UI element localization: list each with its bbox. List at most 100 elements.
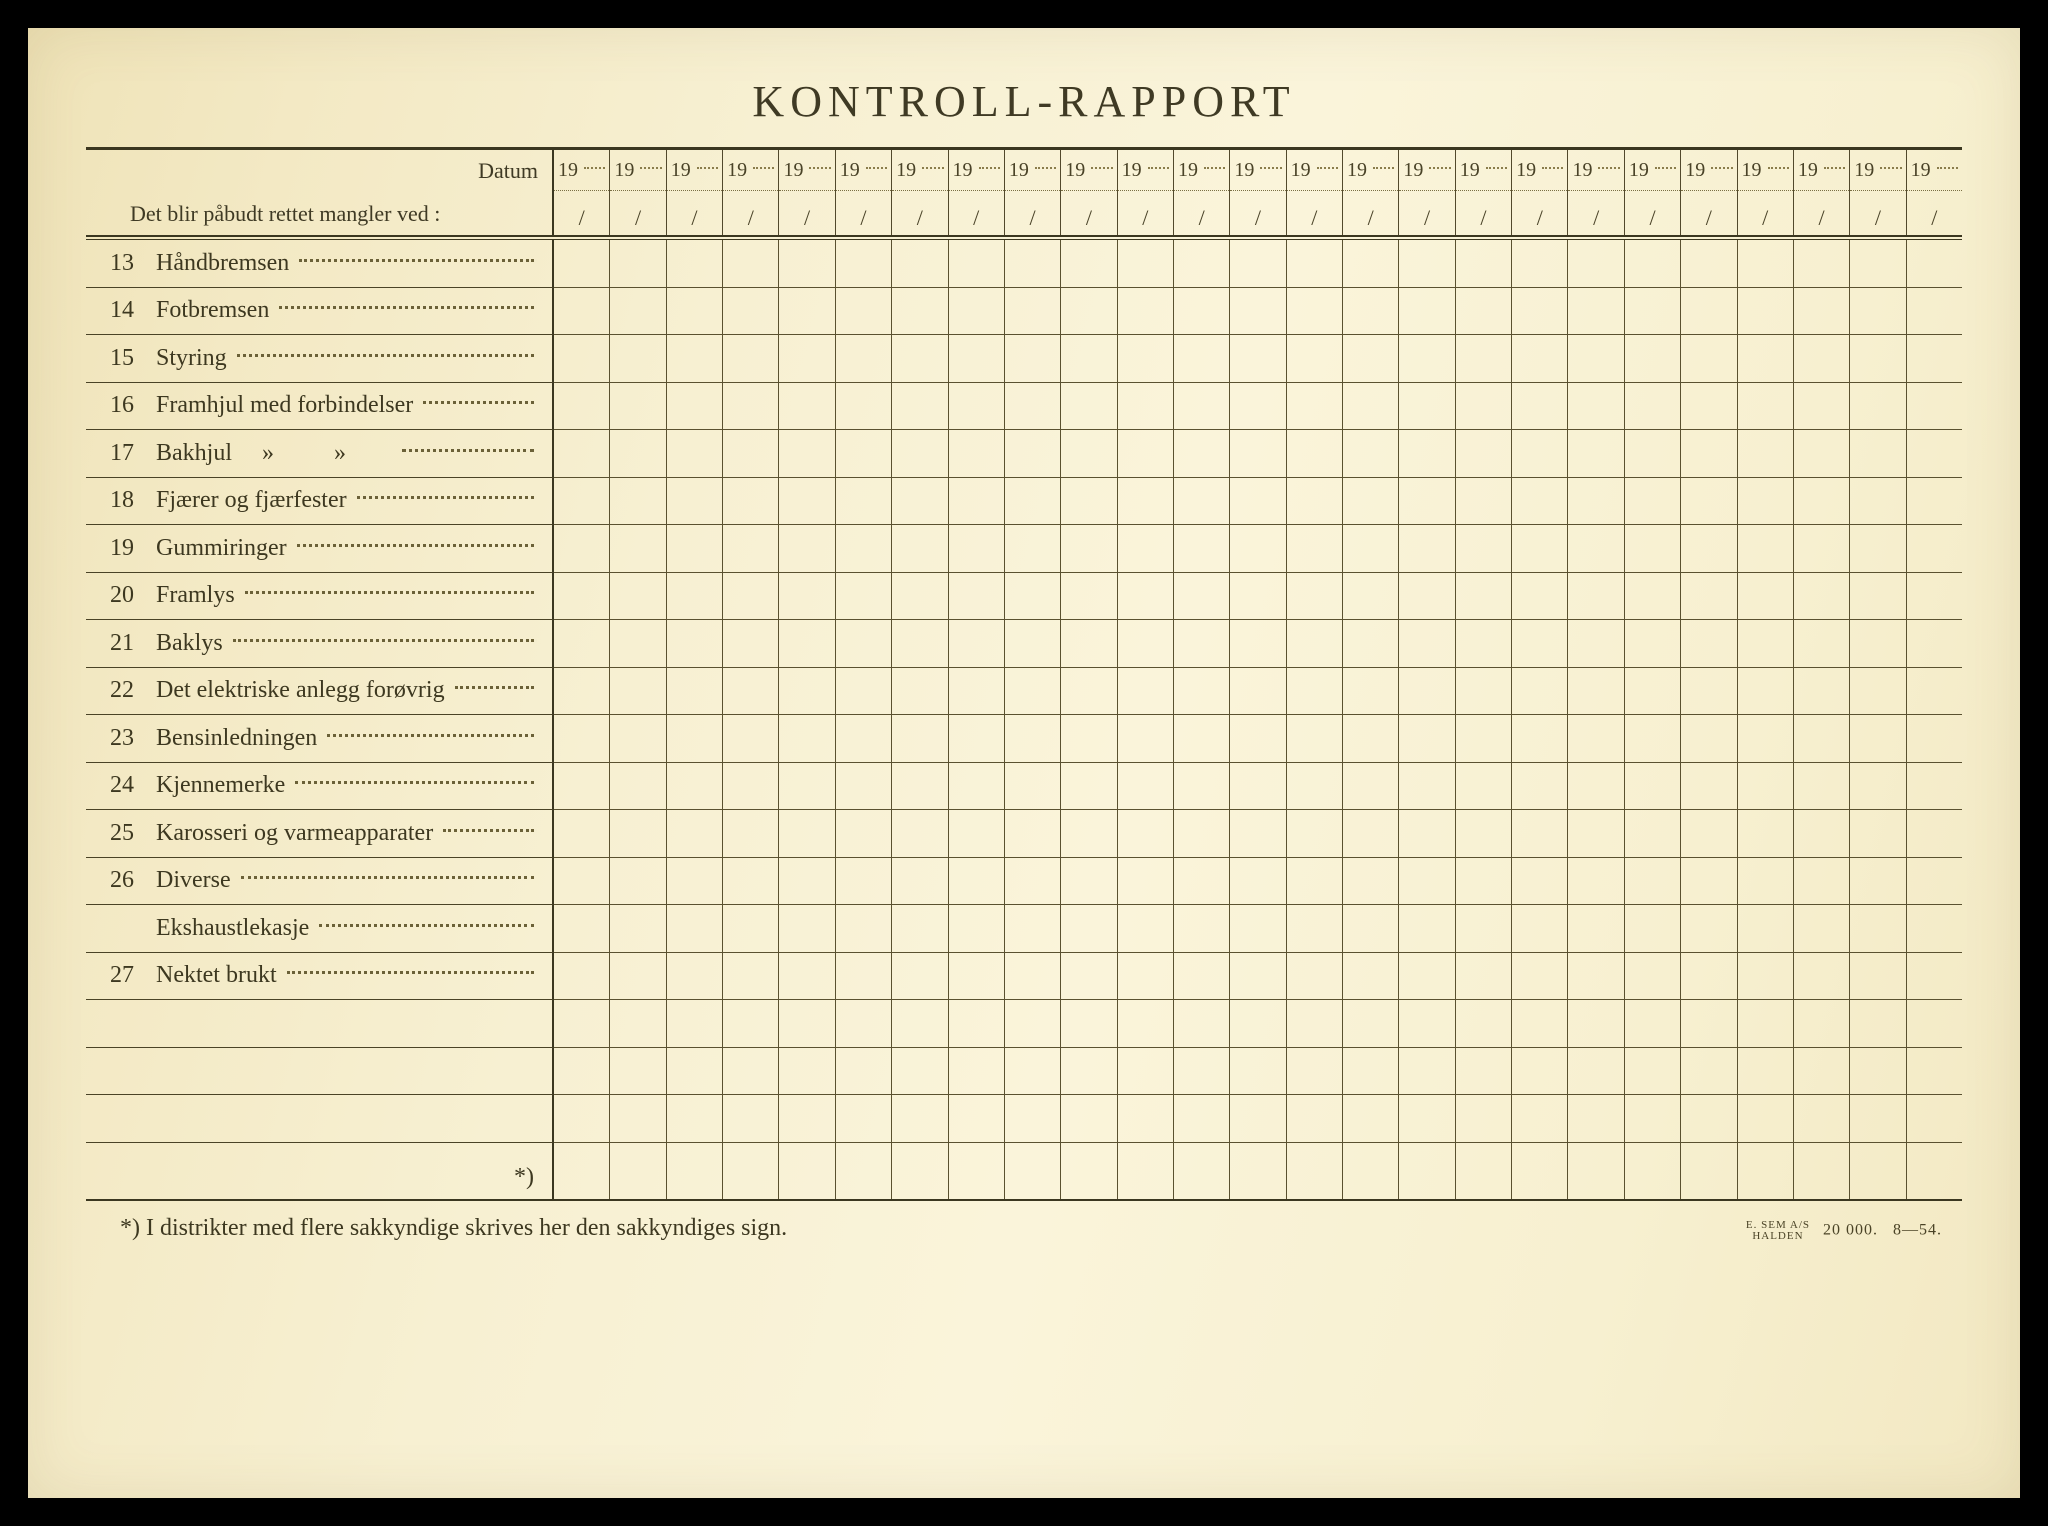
cell	[1511, 905, 1567, 953]
cell	[835, 240, 891, 288]
header-slash: /	[1399, 191, 1454, 235]
cell	[835, 1095, 891, 1143]
row-cells	[554, 288, 1962, 336]
row-label: 13Håndbremsen	[86, 240, 554, 288]
cell	[948, 763, 1004, 811]
table-row: 26Diverse	[86, 858, 1962, 906]
cell	[1060, 1095, 1116, 1143]
leader-dots	[327, 734, 534, 737]
header-slash: /	[1907, 191, 1962, 235]
header-slash: /	[1174, 191, 1229, 235]
cell	[666, 953, 722, 1001]
header-date-col: 19/	[1229, 150, 1285, 235]
header-year: 19	[1568, 150, 1623, 191]
cell	[1117, 525, 1173, 573]
header-year: 19	[1681, 150, 1736, 191]
cell	[554, 525, 609, 573]
cell	[891, 858, 947, 906]
cell	[666, 905, 722, 953]
header-slash: /	[1118, 191, 1173, 235]
row-cells	[554, 715, 1962, 763]
header-date-col: 19/	[891, 150, 947, 235]
cell	[1849, 478, 1905, 526]
cell	[1398, 668, 1454, 716]
row-label: 19Gummiringer	[86, 525, 554, 573]
header-year: 19	[1005, 150, 1060, 191]
header-date-col: 19/	[1511, 150, 1567, 235]
cell	[1173, 1000, 1229, 1048]
cell	[1511, 668, 1567, 716]
leader-dots	[402, 449, 534, 452]
cell	[1173, 240, 1229, 288]
cell	[666, 525, 722, 573]
cell	[1173, 1048, 1229, 1096]
cell	[666, 478, 722, 526]
cell	[554, 573, 609, 621]
cell	[835, 335, 891, 383]
cell	[1342, 953, 1398, 1001]
cell	[1398, 478, 1454, 526]
cell	[1455, 1095, 1511, 1143]
cell	[1286, 573, 1342, 621]
header-date-col: 19/	[1004, 150, 1060, 235]
cell	[1173, 335, 1229, 383]
cell	[778, 810, 834, 858]
cell	[948, 668, 1004, 716]
cell	[1455, 240, 1511, 288]
row-cells	[554, 810, 1962, 858]
cell	[891, 383, 947, 431]
cell	[1342, 240, 1398, 288]
cell	[778, 1000, 834, 1048]
header-slash: /	[723, 191, 778, 235]
cell	[666, 1048, 722, 1096]
cell	[722, 858, 778, 906]
cell	[1286, 1048, 1342, 1096]
leader-dots	[455, 686, 534, 689]
cell	[1455, 288, 1511, 336]
table-row: 22Det elektriske anlegg forøvrig	[86, 668, 1962, 716]
cell	[948, 715, 1004, 763]
cell	[1173, 715, 1229, 763]
leader-dots	[279, 306, 534, 309]
cell	[609, 1048, 665, 1096]
row-cells	[554, 573, 1962, 621]
row-text: Nektet brukt	[156, 962, 277, 989]
cell	[1624, 620, 1680, 668]
cell	[1567, 288, 1623, 336]
cell	[1455, 1048, 1511, 1096]
cell	[722, 1048, 778, 1096]
cell	[948, 1095, 1004, 1143]
cell	[1455, 1000, 1511, 1048]
row-label: Ekshaustlekasje	[86, 905, 554, 953]
cell	[1567, 240, 1623, 288]
cell	[1567, 383, 1623, 431]
cell	[1793, 573, 1849, 621]
cell	[778, 430, 834, 478]
cell	[1906, 953, 1962, 1001]
cell	[1849, 383, 1905, 431]
cell	[1060, 905, 1116, 953]
cell	[1511, 953, 1567, 1001]
cell	[1117, 430, 1173, 478]
cell	[1117, 478, 1173, 526]
cell	[1680, 715, 1736, 763]
cell	[1793, 953, 1849, 1001]
header-year: 19	[949, 150, 1004, 191]
cell	[835, 478, 891, 526]
signature-cell	[948, 1143, 1004, 1199]
cell	[1680, 620, 1736, 668]
cell	[1004, 383, 1060, 431]
cell	[666, 1095, 722, 1143]
table-body: 13Håndbremsen14Fotbremsen15Styring16Fram…	[86, 240, 1962, 1143]
cell	[1004, 715, 1060, 763]
cell	[1286, 288, 1342, 336]
header-year: 19	[1230, 150, 1285, 191]
cell	[1004, 240, 1060, 288]
cell	[1398, 288, 1454, 336]
cell	[666, 715, 722, 763]
cell	[948, 858, 1004, 906]
header-slash: /	[1568, 191, 1623, 235]
cell	[666, 1000, 722, 1048]
cell	[1737, 573, 1793, 621]
cell	[666, 858, 722, 906]
